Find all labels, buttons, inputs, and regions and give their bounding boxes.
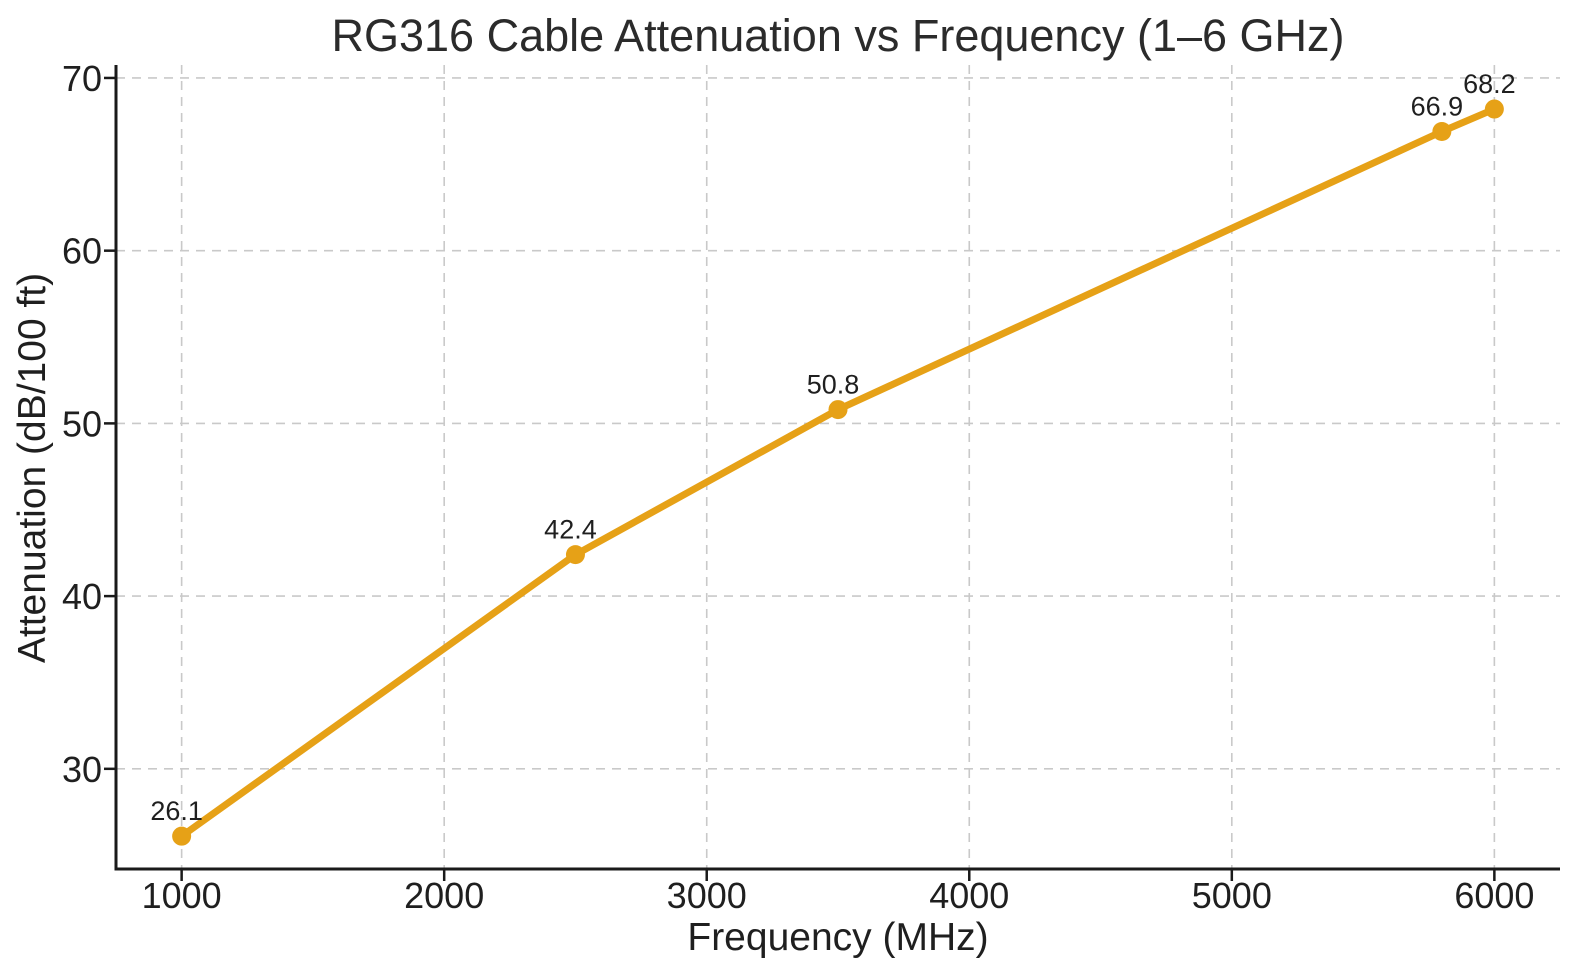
data-point-label: 26.1: [150, 796, 203, 826]
data-point-label: 68.2: [1463, 69, 1516, 99]
data-point-label: 42.4: [544, 515, 597, 545]
y-tick-label: 40: [62, 576, 102, 617]
data-point: [172, 826, 192, 846]
x-tick-label: 1000: [142, 875, 222, 916]
data-point: [1432, 121, 1452, 141]
chart-title: RG316 Cable Attenuation vs Frequency (1–…: [331, 10, 1345, 61]
x-axis-title: Frequency (MHz): [687, 916, 989, 959]
data-line: [178, 105, 1498, 840]
data-point-label: 66.9: [1411, 91, 1464, 121]
y-tick-label: 70: [62, 58, 102, 99]
y-tick-label: 30: [62, 749, 102, 790]
y-tick-label: 50: [62, 403, 102, 444]
data-point-label: 50.8: [807, 370, 860, 400]
x-tick-label: 6000: [1454, 875, 1534, 916]
x-tick-label: 2000: [404, 875, 484, 916]
y-axis-title: Attenuation (dB/100 ft): [11, 272, 54, 664]
x-tick-label: 4000: [929, 875, 1009, 916]
x-tick-label: 5000: [1192, 875, 1272, 916]
x-tick-label: 3000: [667, 875, 747, 916]
data-point: [1484, 99, 1504, 119]
y-tick-label: 60: [62, 231, 102, 272]
data-point: [828, 400, 848, 420]
data-point: [565, 545, 585, 565]
